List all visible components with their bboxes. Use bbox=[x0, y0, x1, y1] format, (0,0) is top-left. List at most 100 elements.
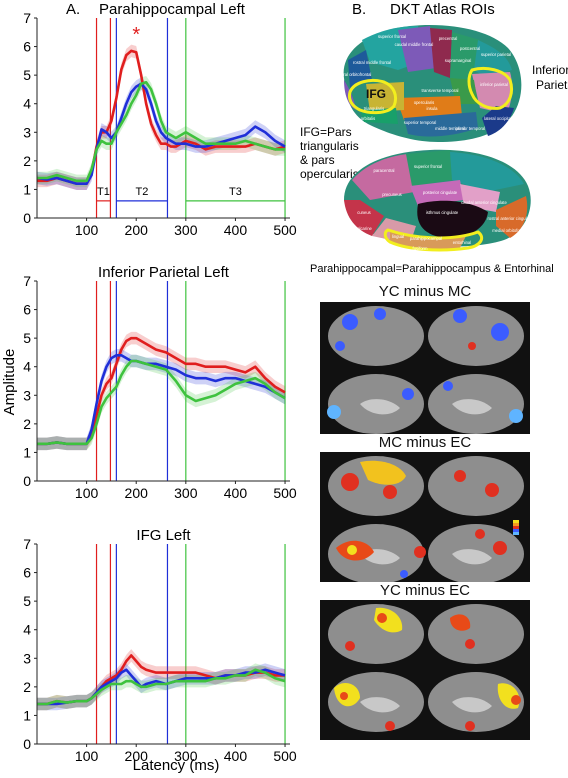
y-tick-label: 2 bbox=[23, 416, 31, 432]
ifg-tag: IFG bbox=[366, 87, 386, 101]
series-line-3 bbox=[37, 359, 286, 446]
ifg-definition: IFG=Pars triangularis & pars opercularis bbox=[300, 125, 359, 181]
x-tick-label: 200 bbox=[125, 485, 149, 501]
contrast-title-mc-ec: MC minus EC bbox=[320, 434, 530, 452]
lateral-region-label: orbitalis bbox=[361, 116, 375, 121]
lateral-region-label: postcentral bbox=[460, 46, 481, 51]
window-label-2: T2 bbox=[135, 186, 148, 198]
contrast-block-mc-ec: MC minus EC bbox=[320, 434, 530, 592]
ifg-definition-line-1: IFG=Pars bbox=[300, 125, 352, 139]
x-tick-label: 400 bbox=[224, 222, 248, 238]
y-tick-label: 0 bbox=[23, 210, 31, 226]
ifg-definition-line-2: triangularis bbox=[300, 139, 359, 153]
series-line-2 bbox=[36, 82, 286, 186]
ifg-definition-line-4: opercularis bbox=[300, 167, 359, 181]
contrast-block-yc-ec: YC minus EC bbox=[320, 582, 530, 740]
medial-region-label: medial orbitofrontal bbox=[492, 228, 528, 233]
medial-region-label: lingual bbox=[392, 234, 404, 239]
lateral-region-label: precentral bbox=[439, 36, 458, 41]
x-axis-label: Latency (ms) bbox=[133, 757, 220, 774]
lateral-region-label: inferior temporal bbox=[455, 126, 485, 131]
window-label-1: T1 bbox=[97, 186, 110, 198]
y-tick-label: 6 bbox=[23, 565, 31, 581]
chart-panel-2: Inferior Parietal Left 0 1 2 3 4 5 6 7 100 200 300 4… bbox=[23, 264, 297, 501]
lateral-region-label: lateral occipital bbox=[484, 116, 512, 121]
x-tick-label: 200 bbox=[125, 222, 149, 238]
lateral-region-label: supramarginal bbox=[445, 58, 472, 63]
x-tick-label: 200 bbox=[125, 748, 149, 764]
x-tick-label: 100 bbox=[75, 748, 99, 764]
inferior-parietal-label-2: Parietal bbox=[536, 78, 568, 92]
x-tick-label: 400 bbox=[224, 485, 248, 501]
series-band-1 bbox=[37, 649, 286, 711]
lateral-region-label: opercularis bbox=[414, 100, 434, 105]
y-tick-label: 0 bbox=[23, 473, 31, 489]
lateral-region-label: superior temporal bbox=[404, 120, 437, 125]
medial-region-label: rostral anterior cingulate bbox=[488, 216, 534, 221]
medial-region-label: fusiform bbox=[413, 246, 428, 251]
lateral-region-label: transverse temporal bbox=[421, 88, 458, 93]
lateral-region-label: lateral orbitofrontal bbox=[337, 72, 372, 77]
medial-region-label: isthmus cingulate bbox=[426, 210, 459, 215]
y-tick-label: 3 bbox=[23, 387, 31, 403]
parahippocampal-definition: Parahippocampal=Parahippocampus & Entorh… bbox=[310, 263, 554, 275]
chart-panel-3: IFG Left 0 1 2 3 4 5 6 7 100 200 300 400 500 bbox=[23, 527, 297, 764]
ifg-definition-line-3: & pars bbox=[300, 153, 335, 167]
chart-panel-1: Parahippocampal Left 0 1 2 3 4 5 6 7 100 200 300 400… bbox=[23, 1, 297, 238]
panel-b-atlas: B. DKT Atlas ROIs IFG caudal middle fron… bbox=[300, 1, 568, 275]
medial-region-label: parahippocampal bbox=[410, 236, 442, 241]
yc-mc-brain-maps bbox=[327, 306, 524, 434]
x-tick-label: 400 bbox=[224, 748, 248, 764]
mc-ec-brain-maps bbox=[328, 456, 524, 584]
medial-region-label: entorhinal bbox=[453, 240, 471, 245]
lateral-region-label: triangularis bbox=[364, 106, 384, 111]
inferior-parietal-label-1: Inferior bbox=[532, 63, 568, 77]
y-tick-label: 4 bbox=[23, 96, 31, 112]
series-line-3 bbox=[37, 80, 286, 183]
series-line-3 bbox=[37, 668, 286, 706]
x-tick-label: 300 bbox=[174, 485, 198, 501]
series-band-1 bbox=[37, 331, 286, 451]
contrast-title-yc-mc: YC minus MC bbox=[320, 282, 530, 302]
y-tick-label: 6 bbox=[23, 302, 31, 318]
medial-region-label: precuneus bbox=[382, 192, 402, 197]
medial-region-label: superior frontal bbox=[414, 164, 442, 169]
medial-region-label: cuneus bbox=[357, 210, 371, 215]
y-tick-label: 4 bbox=[23, 622, 31, 638]
y-tick-label: 7 bbox=[23, 273, 31, 289]
contrast-title-yc-ec: YC minus EC bbox=[320, 582, 530, 600]
y-tick-label: 7 bbox=[23, 536, 31, 552]
x-tick-label: 300 bbox=[174, 748, 198, 764]
lateral-atlas-brain: IFG caudal middle frontal superior fronta… bbox=[337, 24, 522, 143]
x-tick-label: 500 bbox=[273, 485, 297, 501]
lateral-region-label: superior parietal bbox=[481, 52, 511, 57]
y-tick-label: 1 bbox=[23, 181, 31, 197]
x-tick-label: 100 bbox=[75, 222, 99, 238]
y-tick-label: 2 bbox=[23, 153, 31, 169]
panel-b-title: DKT Atlas ROIs bbox=[390, 1, 495, 18]
y-tick-label: 1 bbox=[23, 444, 31, 460]
medial-region-label: posterior cingulate bbox=[423, 190, 458, 195]
y-tick-label: 5 bbox=[23, 593, 31, 609]
y-tick-label: 2 bbox=[23, 679, 31, 695]
chart-title: Parahippocampal Left bbox=[99, 1, 246, 18]
panel-b-letter: B. bbox=[352, 1, 366, 18]
y-tick-label: 4 bbox=[23, 359, 31, 375]
y-tick-label: 0 bbox=[23, 736, 31, 752]
x-tick-label: 500 bbox=[273, 748, 297, 764]
x-tick-label: 300 bbox=[174, 222, 198, 238]
y-tick-label: 7 bbox=[23, 10, 31, 26]
y-tick-label: 3 bbox=[23, 650, 31, 666]
medial-region-label: pericalcarine bbox=[348, 226, 372, 231]
significance-star: * bbox=[132, 24, 140, 46]
series-band-2 bbox=[37, 349, 286, 451]
medial-atlas-brain: paracentral superior frontal precuneus post… bbox=[344, 149, 534, 252]
medial-region-label: paracentral bbox=[374, 168, 395, 173]
window-label-3: T3 bbox=[229, 186, 242, 198]
x-tick-label: 100 bbox=[75, 485, 99, 501]
y-tick-label: 6 bbox=[23, 39, 31, 55]
x-tick-label: 500 bbox=[273, 222, 297, 238]
y-axis-label: Amplitude bbox=[1, 349, 18, 416]
series-band-3 bbox=[37, 354, 286, 451]
